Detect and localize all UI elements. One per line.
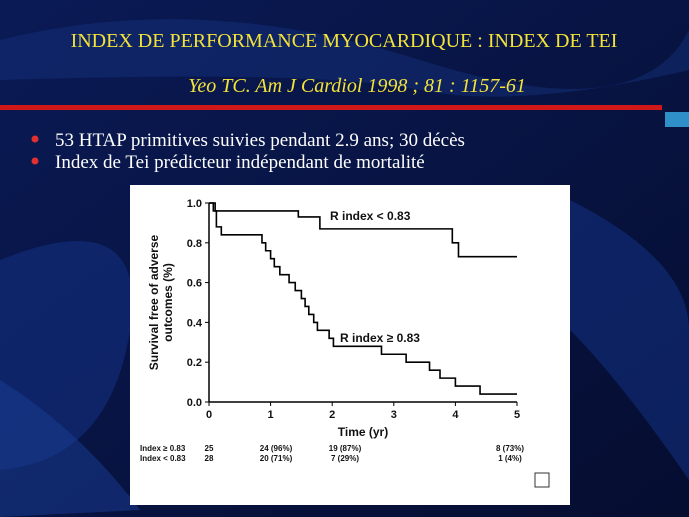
risk-table-cell: 28 <box>205 454 214 463</box>
curve-label: R index < 0.83 <box>330 209 411 223</box>
x-tick-label: 2 <box>329 409 335 421</box>
y-tick-label: 1.0 <box>187 198 202 210</box>
chart-panel <box>130 185 570 505</box>
y-axis-label: Survival free of adverse <box>147 234 161 370</box>
risk-table-cell: Index ≥ 0.83 <box>140 444 186 453</box>
swirl <box>0 380 140 517</box>
red-rule <box>0 105 662 110</box>
bullet: 53 HTAP primitives suivies pendant 2.9 a… <box>55 130 465 151</box>
x-tick-label: 1 <box>268 409 274 421</box>
survival-curve <box>209 202 517 395</box>
swirl <box>570 200 689 480</box>
logo <box>534 472 550 488</box>
y-tick-label: 0.8 <box>187 238 202 250</box>
risk-table-cell: 1 (4%) <box>498 454 522 463</box>
survival-curve <box>209 202 517 258</box>
risk-table-cell: 24 (96%) <box>260 444 293 453</box>
y-axis-label: outcomes (%) <box>161 263 175 342</box>
y-tick-label: 0.2 <box>187 357 202 369</box>
swirl <box>0 19 689 97</box>
y-tick-label: 0.6 <box>187 278 202 290</box>
slide-title: INDEX DE PERFORMANCE MYOCARDIQUE : INDEX… <box>71 30 618 52</box>
risk-table-cell: 8 (73%) <box>496 444 524 453</box>
bullet-dot <box>31 135 39 143</box>
x-tick-label: 4 <box>452 409 459 421</box>
x-tick-label: 5 <box>514 409 520 421</box>
x-tick-label: 0 <box>206 409 212 421</box>
curve-label: R index ≥ 0.83 <box>340 331 420 345</box>
risk-table-cell: 19 (87%) <box>329 444 362 453</box>
risk-table-cell: 20 (71%) <box>260 454 293 463</box>
y-tick-label: 0.0 <box>187 397 202 409</box>
bullet: Index de Tei prédicteur indépendant de m… <box>55 152 425 173</box>
y-tick-label: 0.4 <box>187 317 203 329</box>
blue-block <box>665 112 689 127</box>
bullet-dot <box>31 157 39 165</box>
risk-table-cell: 25 <box>205 444 214 453</box>
slide-subtitle: Yeo TC. Am J Cardiol 1998 ; 81 : 1157-61 <box>188 75 526 97</box>
risk-table-cell: 7 (29%) <box>331 454 359 463</box>
x-axis-label: Time (yr) <box>338 425 388 439</box>
risk-table-cell: Index < 0.83 <box>140 454 186 463</box>
x-tick-label: 3 <box>391 409 397 421</box>
